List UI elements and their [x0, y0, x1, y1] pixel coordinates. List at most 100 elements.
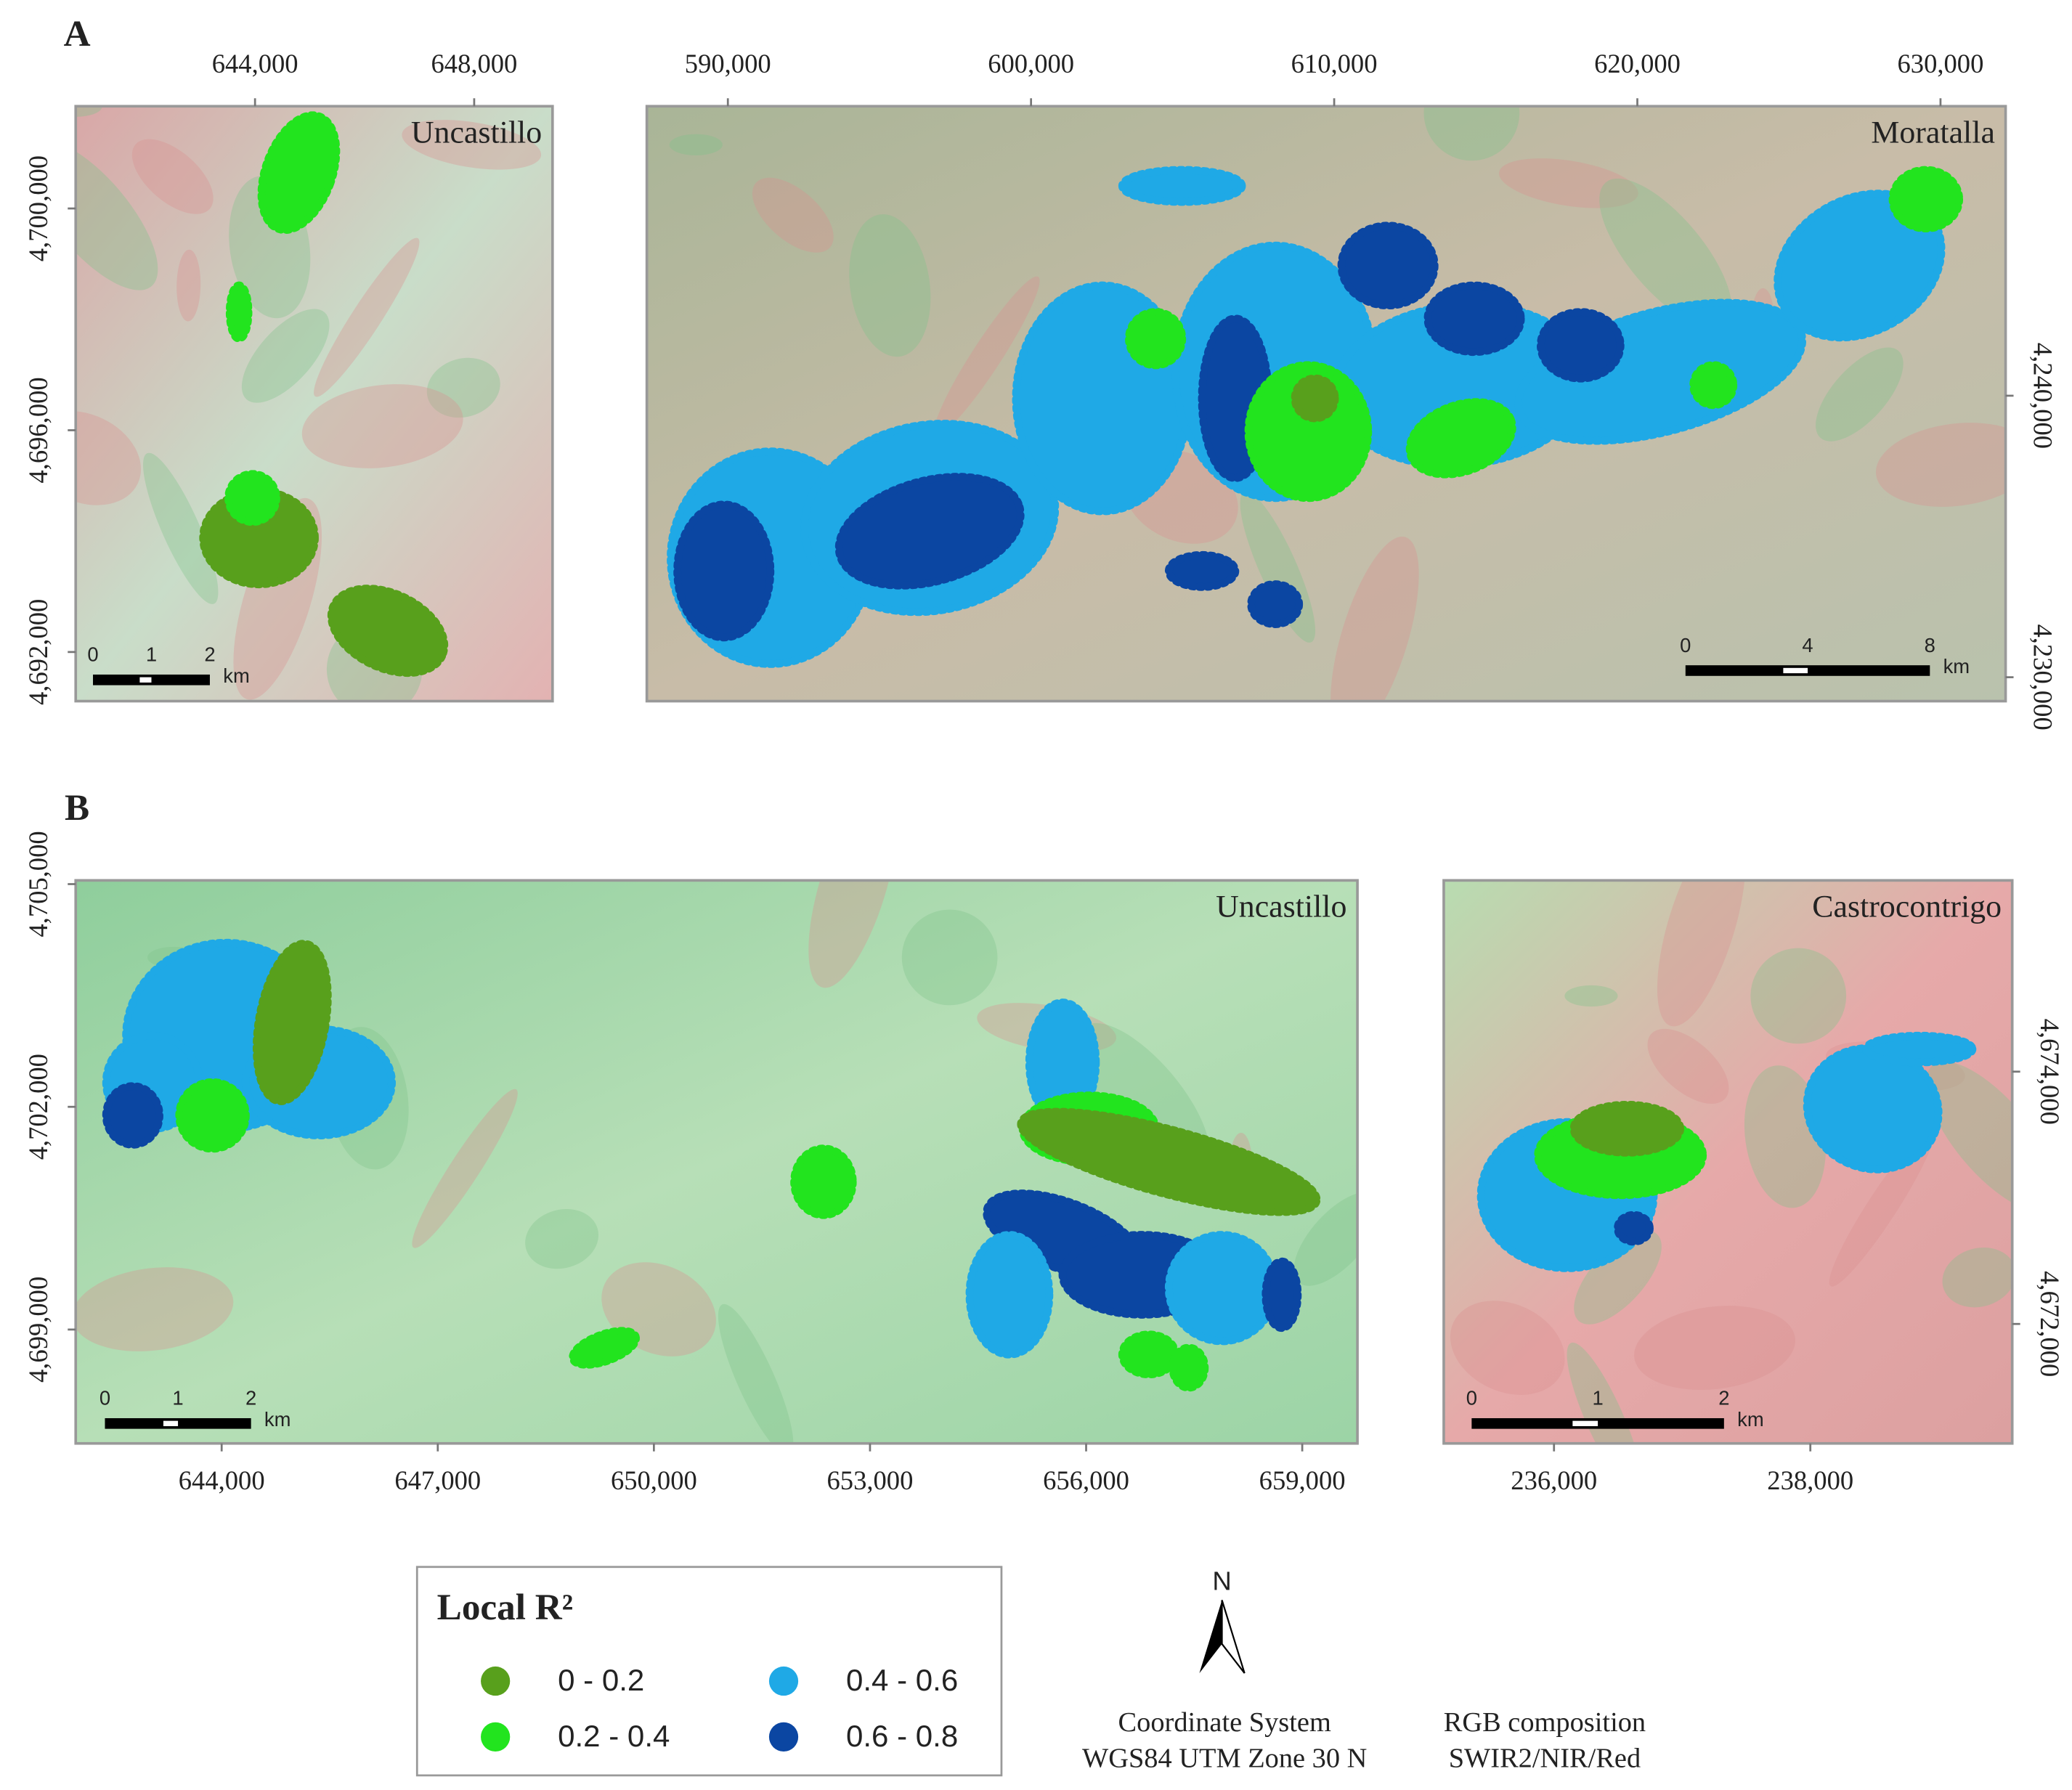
place-name: Moratalla: [1871, 115, 1995, 150]
map-body: [646, 106, 2006, 701]
terrain: [1657, 880, 1746, 1027]
terrain: [412, 1089, 518, 1248]
legend-label: 0.4 - 0.6: [846, 1663, 958, 1697]
x-tick-label: 236,000: [1511, 1465, 1597, 1495]
place-name: Castrocontrigo: [1812, 890, 2002, 924]
terrain: [1942, 1247, 2012, 1308]
panel-label: B: [65, 787, 89, 829]
terrain: [301, 384, 463, 468]
scale-label: 0: [1680, 634, 1691, 656]
cluster: [327, 585, 449, 678]
cluster: [1125, 308, 1187, 370]
cluster: [1888, 166, 1964, 233]
terrain: [1816, 347, 1904, 442]
cluster: [1291, 374, 1339, 423]
terrain: [934, 276, 1040, 436]
x-tick-label: 610,000: [1291, 49, 1378, 78]
scale-label: 2: [245, 1387, 256, 1409]
y-tick-label: 4,672,000: [2035, 1271, 2065, 1377]
scale-unit: km: [264, 1408, 291, 1431]
cluster: [1164, 1231, 1280, 1346]
x-tick-label: 620,000: [1594, 49, 1681, 78]
cluster: [1337, 221, 1439, 310]
legend-swatch: [481, 1666, 511, 1696]
map-frame: [645, 105, 2007, 703]
note: RGB composition: [1444, 1707, 1646, 1738]
scale-label: 0: [87, 643, 98, 666]
x-tick-label: 648,000: [431, 49, 518, 78]
place-name: Uncastillo: [1216, 890, 1346, 924]
map-frame: [74, 105, 554, 703]
cluster: [569, 1327, 641, 1369]
terrain: [314, 237, 420, 397]
legend-label: 0.2 - 0.4: [558, 1719, 670, 1753]
terrain: [241, 309, 330, 403]
terrain: [1926, 1061, 2012, 1212]
terrain: [1499, 158, 1638, 208]
y-tick-label: 4,696,000: [23, 377, 53, 483]
y-tick-label: 4,702,000: [23, 1054, 53, 1160]
x-tick-label: 647,000: [394, 1465, 481, 1495]
scale-unit: km: [1943, 655, 1970, 678]
terrain: [1574, 1230, 1662, 1325]
terrain: [1875, 423, 2006, 507]
cluster: [252, 940, 332, 1105]
x-tick-label: 653,000: [827, 1465, 914, 1495]
legend-box: [415, 1566, 1003, 1777]
terrain: [808, 880, 897, 988]
terrain: [131, 139, 214, 214]
cluster: [965, 1231, 1054, 1359]
cluster: [673, 500, 775, 642]
terrain: [718, 1303, 794, 1444]
cluster: [1247, 580, 1304, 628]
y-tick-label: 4,692,000: [23, 599, 53, 705]
cluster: [224, 470, 280, 526]
map-body: [76, 106, 553, 701]
map-frame: [1442, 879, 2014, 1445]
place-name: Uncastillo: [411, 115, 542, 150]
terrain: [76, 411, 142, 505]
scale-bar: [1471, 1417, 1724, 1429]
y-tick-label: 4,705,000: [23, 831, 53, 937]
north-arrow: [1199, 1600, 1222, 1674]
terrain: [901, 909, 998, 1006]
terrain: [426, 357, 500, 418]
map-frame: [74, 879, 1359, 1445]
scale-label: 4: [1802, 634, 1813, 656]
cluster: [1569, 1100, 1684, 1157]
panel-label: A: [64, 13, 91, 54]
terrain: [752, 177, 834, 253]
note: Coordinate System: [1118, 1707, 1331, 1738]
cluster: [1118, 166, 1246, 206]
terrain: [669, 134, 723, 155]
scale-label: 2: [204, 643, 215, 666]
cluster: [1405, 398, 1516, 479]
x-tick-label: 630,000: [1898, 49, 1984, 78]
map-body: [1443, 880, 2012, 1444]
scale-label: 8: [1925, 634, 1935, 656]
north-label: N: [1212, 1566, 1231, 1595]
scale-label: 1: [146, 643, 157, 666]
cluster: [1017, 1107, 1321, 1216]
y-tick-label: 4,700,000: [23, 155, 53, 261]
legend-label: 0.6 - 0.8: [846, 1719, 958, 1753]
scale-label: 1: [172, 1387, 183, 1409]
cluster: [1262, 1257, 1302, 1333]
scale-label: 2: [1718, 1387, 1729, 1409]
scale-bar-segment: [1572, 1420, 1598, 1426]
cluster: [1862, 1031, 1977, 1067]
cluster: [834, 473, 1025, 590]
x-tick-label: 650,000: [611, 1465, 697, 1495]
legend-swatch: [768, 1666, 799, 1696]
cluster: [257, 111, 341, 235]
terrain: [1634, 1306, 1795, 1390]
cluster: [1689, 361, 1738, 410]
scale-bar-segment: [139, 677, 152, 683]
terrain: [176, 249, 201, 322]
terrain: [525, 1208, 599, 1269]
y-tick-label: 4,240,000: [2028, 343, 2058, 449]
terrain: [849, 214, 931, 357]
y-tick-label: 4,674,000: [2035, 1019, 2065, 1125]
